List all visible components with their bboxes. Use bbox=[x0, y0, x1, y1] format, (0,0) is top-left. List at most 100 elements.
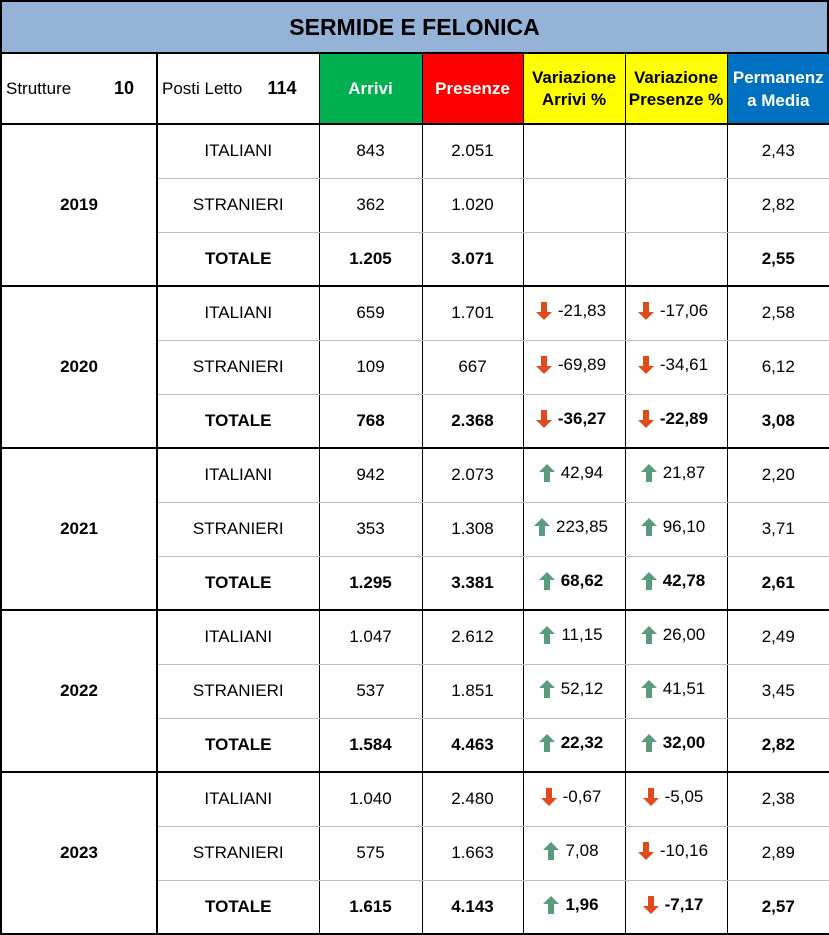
presenze-cell: 2.368 bbox=[422, 394, 523, 448]
header-permanenza-media: Permanenz a Media bbox=[727, 53, 829, 124]
var-arrivi-line-1: Variazione bbox=[524, 67, 625, 89]
arrivi-cell: 1.047 bbox=[319, 610, 422, 664]
arrow-up-icon bbox=[534, 518, 550, 536]
presenze-cell: 2.612 bbox=[422, 610, 523, 664]
variation-value: 26,00 bbox=[626, 625, 727, 645]
arrow-down-icon bbox=[638, 302, 654, 320]
arrow-up-icon bbox=[539, 734, 555, 752]
arrow-up-icon bbox=[539, 680, 555, 698]
arrivi-cell: 843 bbox=[319, 124, 422, 178]
presenze-cell: 667 bbox=[422, 340, 523, 394]
variation-value: 42,78 bbox=[626, 571, 727, 591]
variation-text: -5,05 bbox=[665, 787, 704, 807]
var-arrivi-cell: 22,32 bbox=[523, 718, 625, 772]
arrivi-cell: 1.615 bbox=[319, 880, 422, 934]
permanenza-cell: 2,61 bbox=[727, 556, 829, 610]
variation-value: 32,00 bbox=[626, 733, 727, 753]
variation-value: 41,51 bbox=[626, 679, 727, 699]
var-arrivi-cell: 68,62 bbox=[523, 556, 625, 610]
variation-value: 96,10 bbox=[626, 517, 727, 537]
var-presenze-cell bbox=[625, 124, 727, 178]
statistics-table: Strutture 10 Posti Letto 114 Arrivi Pres… bbox=[0, 52, 829, 935]
header-variazione-presenze: Variazione Presenze % bbox=[625, 53, 727, 124]
arrow-up-icon bbox=[641, 572, 657, 590]
var-arrivi-cell: -21,83 bbox=[523, 286, 625, 340]
variation-text: 7,08 bbox=[565, 841, 598, 861]
variation-text: 21,87 bbox=[663, 463, 706, 483]
year-cell: 2022 bbox=[1, 610, 157, 772]
permanenza-cell: 2,20 bbox=[727, 448, 829, 502]
presenze-cell: 1.020 bbox=[422, 178, 523, 232]
permanenza-cell: 2,43 bbox=[727, 124, 829, 178]
variation-text: 1,96 bbox=[565, 895, 598, 915]
var-presenze-line-2: Presenze % bbox=[626, 89, 727, 111]
category-cell: STRANIERI bbox=[157, 826, 319, 880]
variation-text: -17,06 bbox=[660, 301, 708, 321]
variation-value: -10,16 bbox=[626, 841, 727, 861]
variation-value: -34,61 bbox=[626, 355, 727, 375]
category-cell: ITALIANI bbox=[157, 772, 319, 826]
variation-text: 68,62 bbox=[561, 571, 604, 591]
category-cell: ITALIANI bbox=[157, 448, 319, 502]
presenze-cell: 3.071 bbox=[422, 232, 523, 286]
category-cell: TOTALE bbox=[157, 556, 319, 610]
arrow-up-icon bbox=[543, 842, 559, 860]
variation-text: 32,00 bbox=[663, 733, 706, 753]
variation-text: -0,67 bbox=[563, 787, 602, 807]
permanenza-cell: 2,82 bbox=[727, 718, 829, 772]
year-cell: 2020 bbox=[1, 286, 157, 448]
variation-value: 42,94 bbox=[524, 463, 625, 483]
header-strutture: Strutture 10 bbox=[1, 53, 157, 124]
arrivi-cell: 659 bbox=[319, 286, 422, 340]
var-presenze-cell: 41,51 bbox=[625, 664, 727, 718]
var-presenze-cell bbox=[625, 178, 727, 232]
permanenza-cell: 2,89 bbox=[727, 826, 829, 880]
var-presenze-line-1: Variazione bbox=[626, 67, 727, 89]
var-arrivi-line-2: Arrivi % bbox=[524, 89, 625, 111]
header-row: Strutture 10 Posti Letto 114 Arrivi Pres… bbox=[1, 53, 829, 124]
variation-text: -22,89 bbox=[660, 409, 708, 429]
presenze-cell: 4.143 bbox=[422, 880, 523, 934]
variation-value: 7,08 bbox=[524, 841, 625, 861]
var-arrivi-cell: -69,89 bbox=[523, 340, 625, 394]
var-presenze-cell: -22,89 bbox=[625, 394, 727, 448]
var-arrivi-cell: 223,85 bbox=[523, 502, 625, 556]
variation-text: 52,12 bbox=[561, 679, 604, 699]
arrow-down-icon bbox=[638, 356, 654, 374]
var-arrivi-cell: -0,67 bbox=[523, 772, 625, 826]
arrow-up-icon bbox=[641, 464, 657, 482]
category-cell: STRANIERI bbox=[157, 502, 319, 556]
var-presenze-cell: -17,06 bbox=[625, 286, 727, 340]
posti-letto-label: Posti Letto bbox=[162, 79, 242, 99]
arrivi-cell: 575 bbox=[319, 826, 422, 880]
presenze-cell: 4.463 bbox=[422, 718, 523, 772]
arrow-down-icon bbox=[536, 356, 552, 374]
category-cell: STRANIERI bbox=[157, 664, 319, 718]
variation-value: -7,17 bbox=[626, 895, 727, 915]
variation-value: 21,87 bbox=[626, 463, 727, 483]
category-cell: TOTALE bbox=[157, 718, 319, 772]
var-arrivi-cell bbox=[523, 232, 625, 286]
var-arrivi-cell: 11,15 bbox=[523, 610, 625, 664]
header-posti-letto: Posti Letto 114 bbox=[157, 53, 319, 124]
var-presenze-cell: -5,05 bbox=[625, 772, 727, 826]
arrivi-cell: 1.295 bbox=[319, 556, 422, 610]
category-cell: STRANIERI bbox=[157, 178, 319, 232]
header-presenze: Presenze bbox=[422, 53, 523, 124]
var-presenze-cell: 26,00 bbox=[625, 610, 727, 664]
variation-value: -5,05 bbox=[626, 787, 727, 807]
category-cell: ITALIANI bbox=[157, 286, 319, 340]
permanenza-cell: 2,57 bbox=[727, 880, 829, 934]
arrow-down-icon bbox=[536, 302, 552, 320]
arrivi-cell: 537 bbox=[319, 664, 422, 718]
permanenza-cell: 2,82 bbox=[727, 178, 829, 232]
arrivi-cell: 109 bbox=[319, 340, 422, 394]
variation-value: -0,67 bbox=[524, 787, 625, 807]
arrow-down-icon bbox=[536, 410, 552, 428]
variation-value: -22,89 bbox=[626, 409, 727, 429]
arrow-down-icon bbox=[643, 896, 659, 914]
